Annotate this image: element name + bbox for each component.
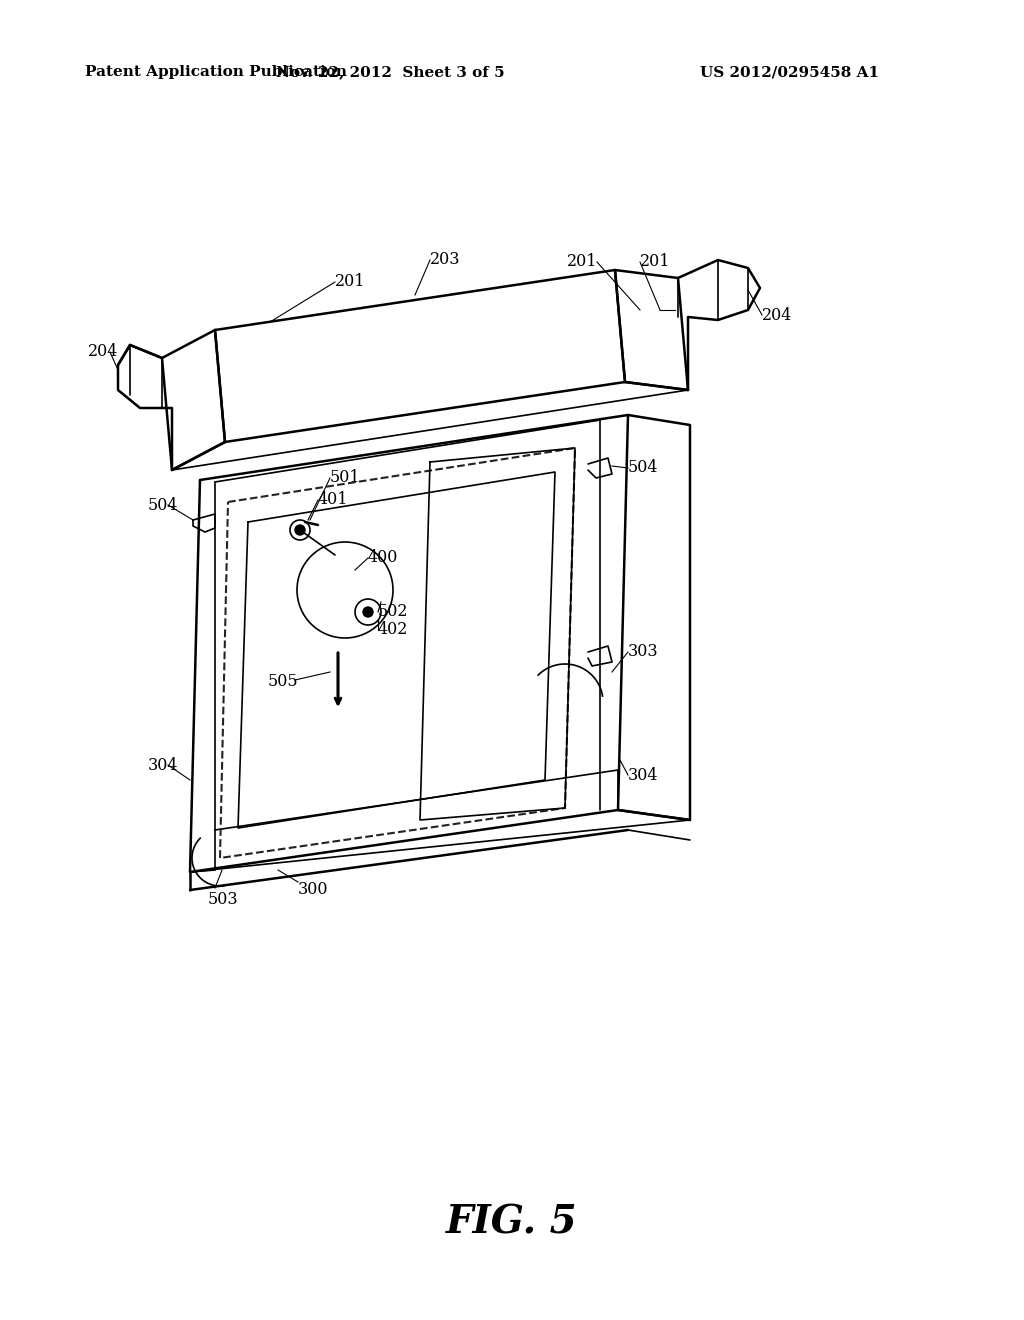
- Circle shape: [295, 525, 305, 535]
- Circle shape: [362, 607, 373, 616]
- Text: 400: 400: [368, 549, 398, 566]
- Text: 504: 504: [148, 496, 178, 513]
- Text: 300: 300: [298, 882, 329, 899]
- Text: 203: 203: [430, 252, 461, 268]
- Text: 303: 303: [628, 644, 658, 660]
- Text: Nov. 22, 2012  Sheet 3 of 5: Nov. 22, 2012 Sheet 3 of 5: [275, 65, 504, 79]
- Text: US 2012/0295458 A1: US 2012/0295458 A1: [700, 65, 880, 79]
- Text: 304: 304: [628, 767, 658, 784]
- Text: 204: 204: [88, 343, 119, 360]
- Text: 505: 505: [268, 673, 299, 690]
- Text: 304: 304: [148, 756, 178, 774]
- Text: 201: 201: [640, 253, 671, 271]
- Text: 201: 201: [335, 273, 366, 290]
- Text: Patent Application Publication: Patent Application Publication: [85, 65, 347, 79]
- Text: 201: 201: [566, 253, 597, 271]
- Text: 402: 402: [378, 622, 409, 639]
- Text: 204: 204: [762, 306, 793, 323]
- Text: 503: 503: [208, 891, 239, 908]
- Text: FIG. 5: FIG. 5: [446, 1203, 578, 1241]
- Text: 504: 504: [628, 459, 658, 477]
- Text: 401: 401: [318, 491, 348, 508]
- Text: 501: 501: [330, 470, 360, 487]
- Text: 502: 502: [378, 603, 409, 620]
